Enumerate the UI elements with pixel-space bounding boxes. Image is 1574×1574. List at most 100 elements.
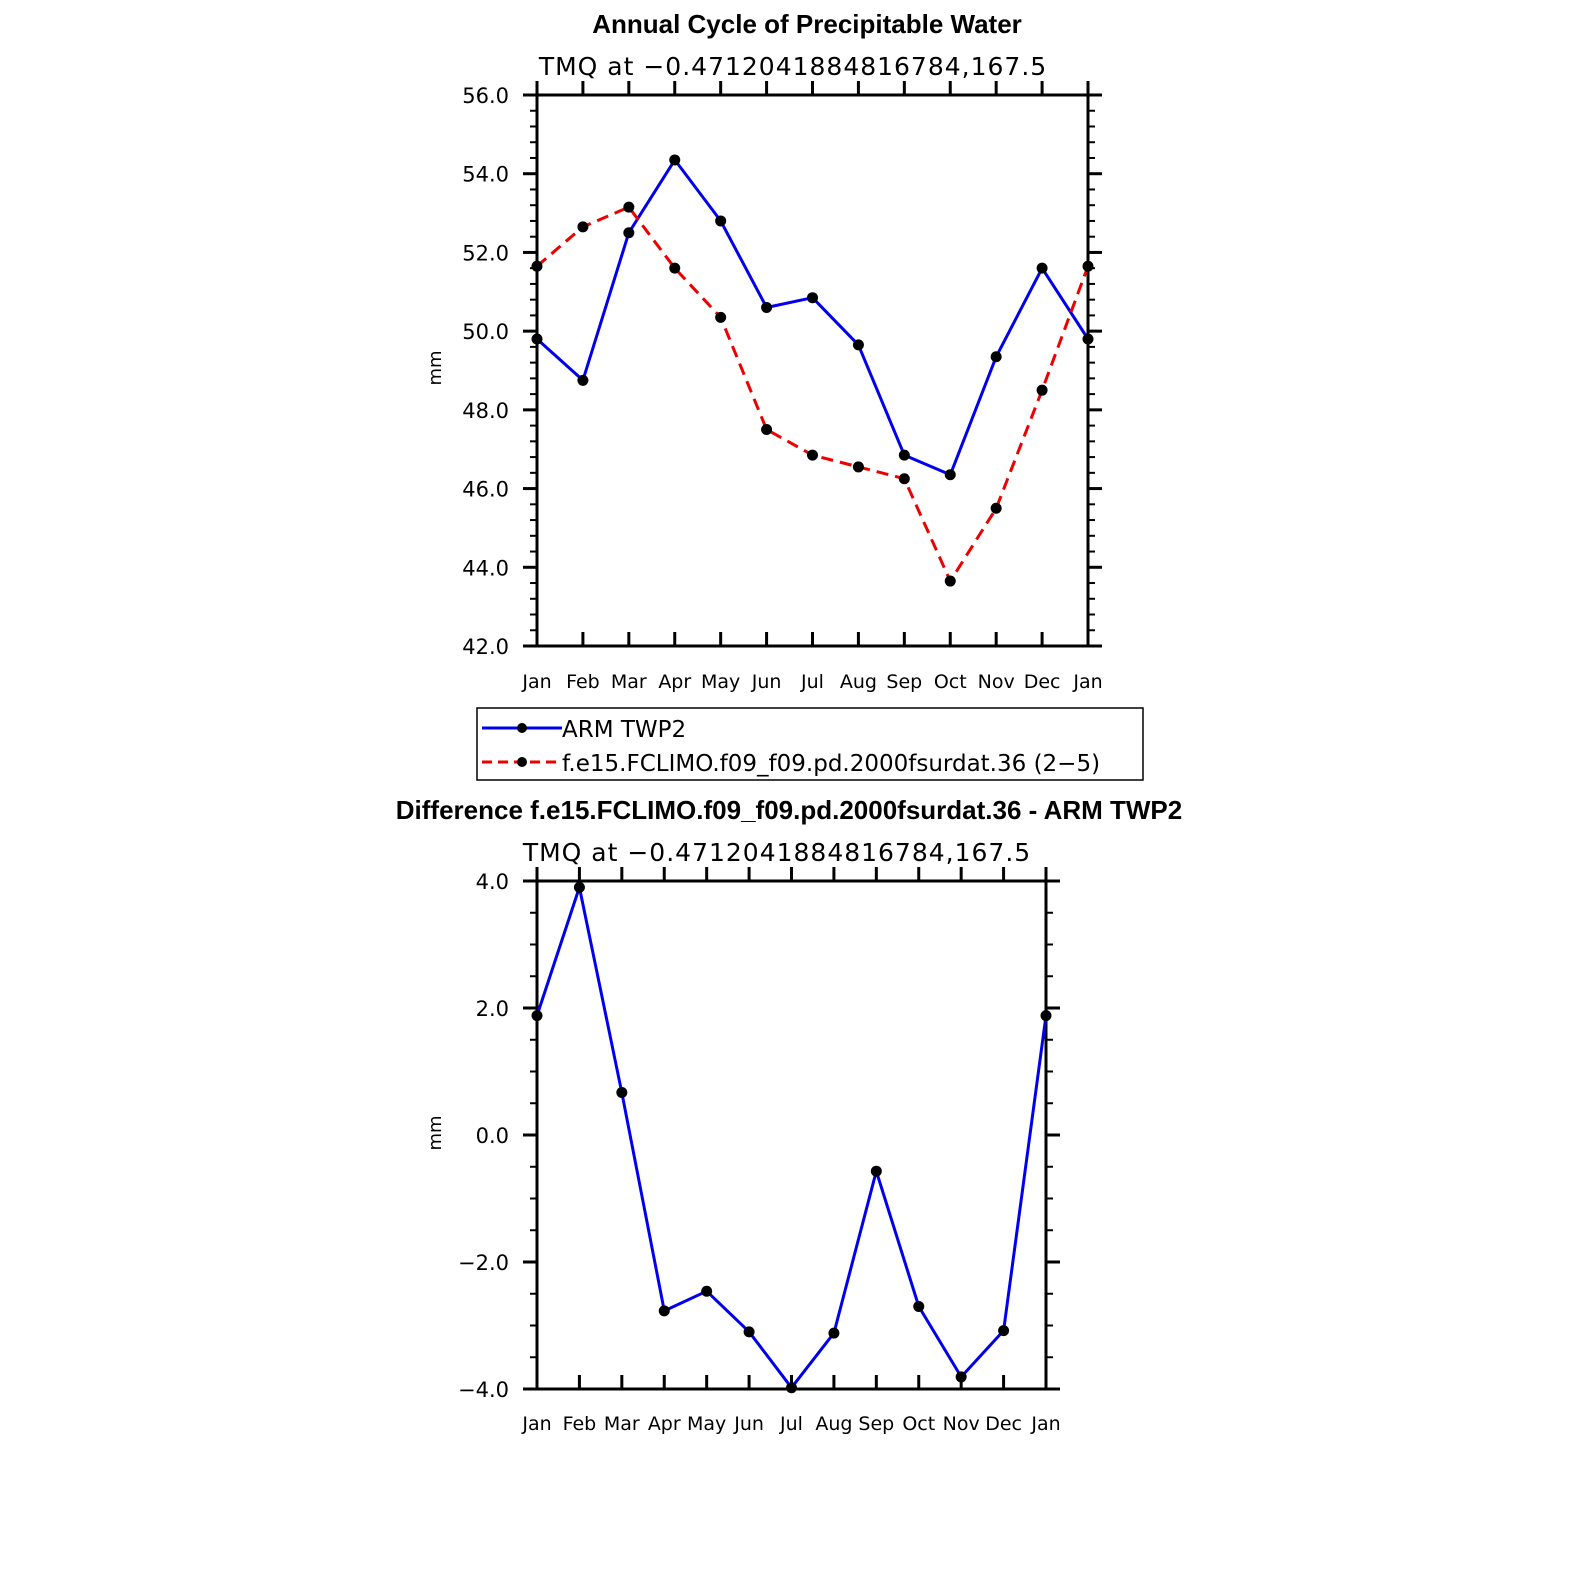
y-tick-label: 2.0: [476, 997, 509, 1021]
data-point: [531, 1010, 543, 1022]
plot-axes: −4.0 −2.0 0.0 2.0 4.0 Jan Feb Mar Apr May Jun Jul Au…: [458, 867, 1061, 1435]
x-tick-label: Jun: [733, 1413, 764, 1435]
data-point: [870, 1165, 882, 1177]
x-tick-label: Jul: [800, 671, 824, 693]
x-tick-label: Jul: [779, 1413, 803, 1435]
y-tick-label: 42.0: [462, 635, 509, 659]
x-tick-label: Dec: [1024, 671, 1061, 693]
data-point: [852, 339, 864, 351]
y-tick-label: 54.0: [462, 163, 509, 187]
y-tick-label: 44.0: [462, 556, 509, 580]
data-point: [807, 449, 818, 461]
x-tick-label: Aug: [840, 671, 877, 693]
data-point: [852, 461, 864, 473]
data-point: [623, 227, 635, 239]
data-point: [715, 215, 727, 227]
y-tick-label: 50.0: [462, 320, 509, 344]
data-point: [623, 201, 635, 213]
data-point: [1082, 333, 1094, 345]
x-tick-label: Aug: [815, 1413, 852, 1435]
data-point: [669, 262, 681, 274]
y-axis-label: mm: [425, 1115, 446, 1150]
data-point: [944, 469, 956, 481]
x-tick-label: Apr: [658, 671, 691, 693]
plot-frame: [535, 93, 1090, 648]
x-tick-label: Nov: [978, 671, 1015, 693]
data-point: [898, 449, 910, 461]
data-point: [1036, 384, 1048, 396]
data-point: [913, 1300, 925, 1312]
x-tick-label: Mar: [604, 1413, 640, 1435]
y-tick-label: 52.0: [462, 241, 509, 265]
y-tick-label: 46.0: [462, 478, 509, 502]
legend: ARM TWP2 f.e15.FCLIMO.f09_f09.pd.2000fsu…: [476, 707, 1144, 781]
chart-title: Difference f.e15.FCLIMO.f09_f09.pd.2000f…: [396, 795, 1182, 825]
data-point: [669, 154, 681, 166]
legend-label-arm: ARM TWP2: [562, 717, 686, 743]
plot-axes: 42.0 44.0 46.0 48.0 50.0 52.0 54.0 56.0 Jan Feb Ma…: [462, 81, 1103, 693]
data-point: [990, 502, 1002, 514]
y-tick-label: 0.0: [476, 1124, 509, 1148]
data-point: [828, 1327, 840, 1339]
data-point: [998, 1325, 1010, 1337]
difference-chart: Difference f.e15.FCLIMO.f09_f09.pd.2000f…: [396, 795, 1182, 1435]
x-tick-label: Sep: [886, 671, 922, 693]
data-point: [658, 1305, 670, 1317]
chart-title: Annual Cycle of Precipitable Water: [592, 9, 1022, 39]
chart-subtitle: TMQ at −0.4712041884816784,167.5: [538, 52, 1047, 81]
x-tick-label: Dec: [985, 1413, 1022, 1435]
y-axis-label: mm: [425, 350, 446, 385]
data-point: [1036, 262, 1048, 274]
y-tick-label: 56.0: [462, 84, 509, 108]
x-tick-label: Mar: [611, 671, 647, 693]
y-tick-label: 4.0: [476, 870, 509, 894]
x-tick-label: Sep: [858, 1413, 894, 1435]
data-point: [1040, 1010, 1052, 1022]
x-tick-label: Apr: [648, 1413, 681, 1435]
legend-marker-model: [517, 757, 527, 767]
x-tick-label: Jan: [521, 1413, 551, 1435]
data-point: [786, 1382, 797, 1394]
y-tick-label: −4.0: [458, 1378, 509, 1402]
annual-cycle-chart: Annual Cycle of Precipitable Water TMQ a…: [425, 9, 1144, 781]
data-point: [807, 292, 818, 304]
x-tick-label: Oct: [902, 1413, 935, 1435]
data-point: [573, 881, 585, 893]
x-tick-label: Oct: [934, 671, 967, 693]
data-point: [715, 311, 727, 323]
legend-marker-arm: [517, 723, 527, 733]
y-tick-label: 48.0: [462, 399, 509, 423]
data-point: [531, 333, 543, 345]
data-point: [577, 374, 589, 386]
y-tick-label: −2.0: [458, 1251, 509, 1275]
series-line: [535, 158, 1090, 477]
x-tick-label: Feb: [566, 671, 600, 693]
legend-label-model: f.e15.FCLIMO.f09_f09.pd.2000fsurdat.36 (…: [562, 751, 1100, 777]
x-tick-label: May: [701, 671, 740, 693]
data-point: [701, 1285, 713, 1297]
data-point: [577, 221, 589, 233]
x-tick-label: Nov: [943, 1413, 980, 1435]
data-point: [990, 351, 1002, 363]
x-tick-label: Jan: [1072, 671, 1102, 693]
x-tick-label: May: [687, 1413, 726, 1435]
data-point: [616, 1086, 628, 1098]
x-tick-label: Jun: [751, 671, 782, 693]
data-point: [898, 473, 910, 485]
data-point: [531, 260, 543, 272]
series-line: [535, 885, 1048, 1390]
data-point: [761, 424, 773, 436]
plot-series: [531, 154, 1094, 587]
x-tick-label: Feb: [563, 1413, 597, 1435]
data-point: [1082, 260, 1094, 272]
legend-box: [476, 707, 1144, 781]
data-point: [761, 302, 773, 314]
plot-series: [531, 881, 1052, 1394]
data-point: [944, 575, 956, 587]
data-point: [743, 1326, 755, 1338]
plot-frame: [535, 879, 1048, 1391]
x-tick-label: Jan: [521, 671, 551, 693]
x-tick-label: Jan: [1030, 1413, 1060, 1435]
chart-subtitle: TMQ at −0.4712041884816784,167.5: [522, 838, 1031, 867]
